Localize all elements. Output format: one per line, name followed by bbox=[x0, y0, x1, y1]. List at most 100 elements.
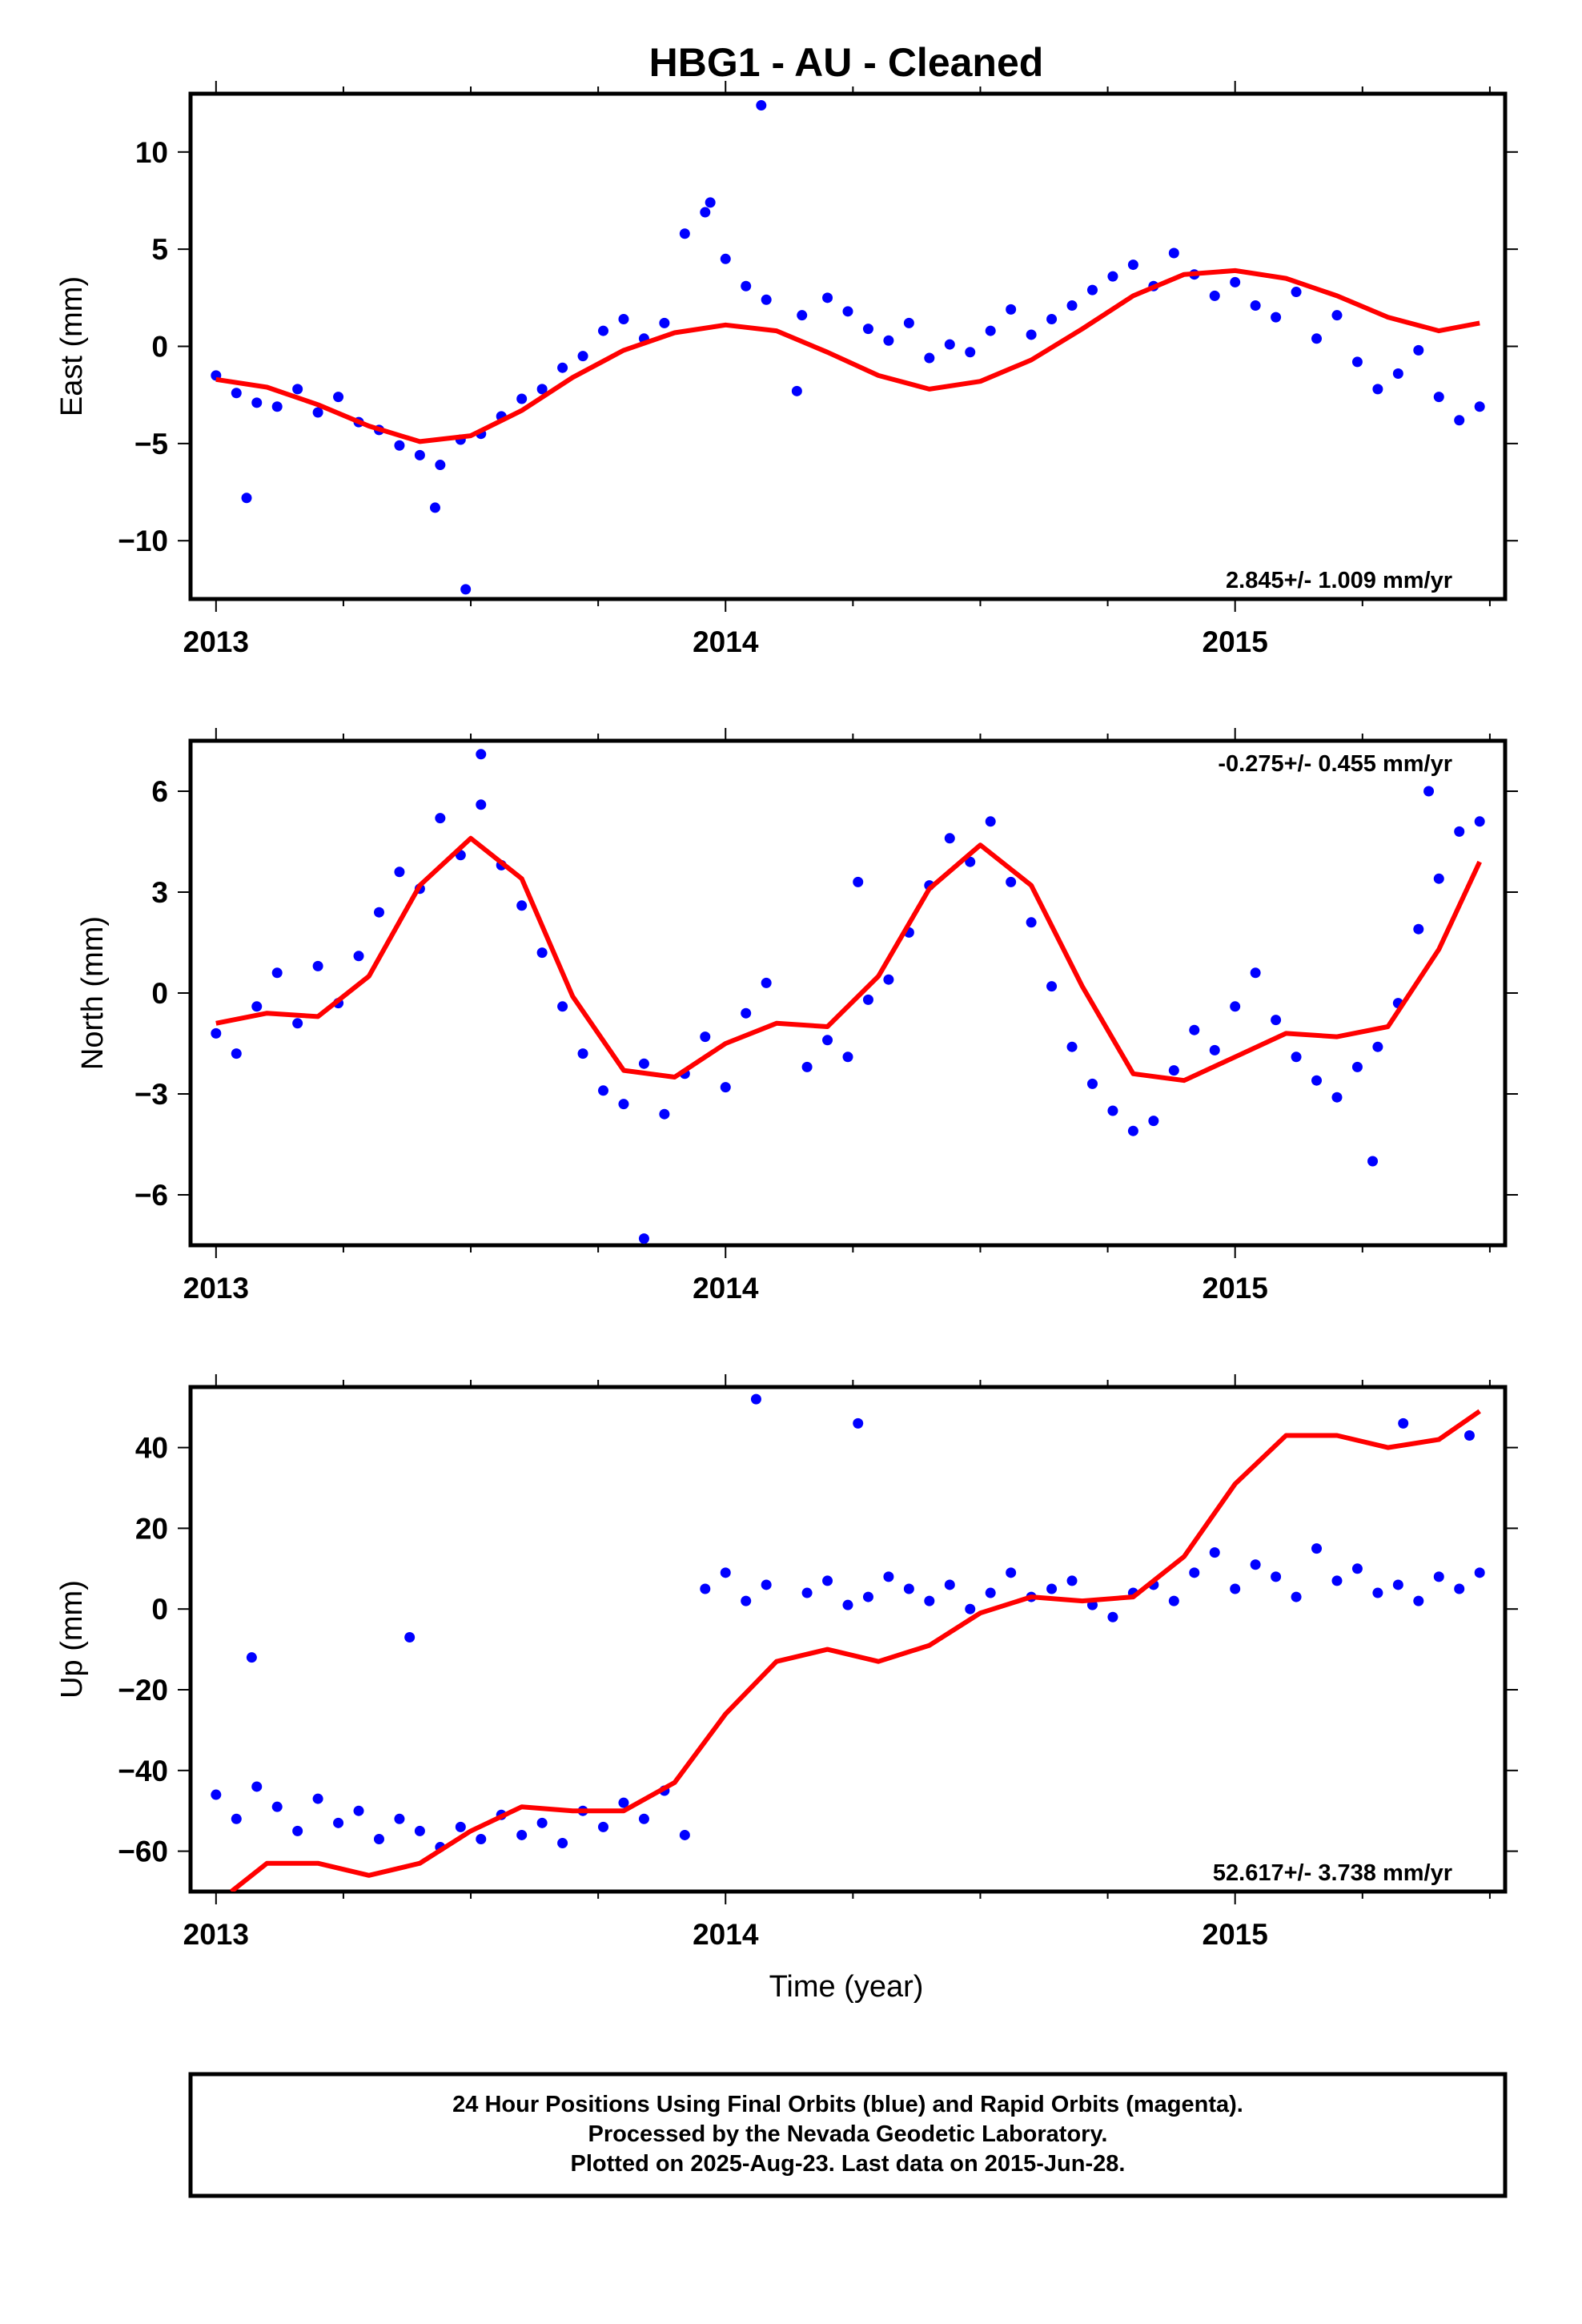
up-y-tick-label: 0 bbox=[151, 1593, 168, 1626]
east-data-point bbox=[761, 294, 772, 305]
up-data-point bbox=[1168, 1595, 1179, 1606]
north-y-axis-label: North (mm) bbox=[76, 916, 110, 1070]
east-data-point bbox=[1433, 392, 1444, 403]
east-data-point bbox=[679, 228, 690, 239]
east-fit-curve bbox=[215, 267, 1480, 444]
east-data-point bbox=[1413, 344, 1424, 356]
north-points bbox=[211, 749, 1485, 1244]
east-data-point bbox=[1291, 287, 1302, 298]
up-data-point bbox=[271, 1801, 283, 1812]
east-data-point bbox=[251, 397, 263, 408]
east-data-point bbox=[557, 362, 568, 373]
north-data-point bbox=[1423, 786, 1435, 797]
north-data-point bbox=[853, 876, 864, 887]
north-x-tick-label: 2013 bbox=[183, 1272, 249, 1305]
up-data-point bbox=[251, 1781, 263, 1792]
north-y-tick-label: 6 bbox=[151, 775, 168, 808]
north-y-tick-label: −3 bbox=[135, 1078, 168, 1111]
up-y-tick-label: −40 bbox=[118, 1755, 168, 1787]
north-data-point bbox=[1209, 1044, 1220, 1055]
east-data-point bbox=[797, 310, 808, 321]
up-data-point bbox=[598, 1821, 609, 1832]
east-data-point bbox=[241, 493, 252, 504]
up-data-point bbox=[822, 1575, 833, 1586]
north-data-point bbox=[822, 1035, 833, 1046]
east-data-point bbox=[1086, 284, 1098, 296]
north-data-point bbox=[1474, 816, 1485, 827]
up-data-point bbox=[312, 1793, 323, 1804]
footer-line-3: Plotted on 2025-Aug-23. Last data on 201… bbox=[571, 2151, 1126, 2177]
east-data-point bbox=[903, 317, 914, 328]
north-data-point bbox=[862, 994, 873, 1005]
up-data-point bbox=[557, 1838, 568, 1849]
east-data-point bbox=[965, 347, 976, 358]
up-data-point bbox=[1271, 1571, 1282, 1582]
east-data-point bbox=[577, 351, 588, 362]
up-data-point bbox=[1209, 1547, 1220, 1558]
up-data-point bbox=[1189, 1567, 1200, 1578]
north-data-point bbox=[292, 1018, 303, 1029]
east-data-point bbox=[883, 335, 894, 346]
up-data-point bbox=[853, 1417, 864, 1429]
up-data-point bbox=[394, 1813, 405, 1824]
east-data-point bbox=[1026, 329, 1037, 340]
up-data-point bbox=[842, 1599, 853, 1610]
up-data-point bbox=[404, 1631, 416, 1642]
up-data-point bbox=[638, 1813, 649, 1824]
up-data-point bbox=[353, 1805, 364, 1816]
up-y-tick-label: 40 bbox=[135, 1432, 168, 1465]
up-data-point bbox=[720, 1567, 731, 1578]
east-y-tick-label: −10 bbox=[118, 525, 168, 557]
north-data-point bbox=[700, 1031, 711, 1043]
north-x-tick-label: 2015 bbox=[1203, 1272, 1268, 1305]
north-y-tick-label: −6 bbox=[135, 1179, 168, 1212]
north-data-point bbox=[476, 749, 487, 760]
footer-line-1: 24 Hour Positions Using Final Orbits (bl… bbox=[452, 2092, 1243, 2117]
up-data-point bbox=[1464, 1429, 1475, 1441]
east-data-point bbox=[1271, 312, 1282, 323]
up-data-point bbox=[1006, 1567, 1017, 1578]
east-data-point bbox=[460, 584, 472, 595]
north-frame bbox=[188, 738, 1508, 1248]
east-data-point bbox=[1046, 314, 1058, 325]
east-data-point bbox=[536, 384, 548, 395]
north-data-point bbox=[476, 799, 487, 810]
north-data-point bbox=[271, 967, 283, 979]
north-data-point bbox=[1086, 1078, 1098, 1089]
east-data-point bbox=[720, 253, 731, 264]
north-data-point bbox=[741, 1007, 752, 1019]
up-data-point bbox=[1372, 1587, 1383, 1598]
up-data-point bbox=[231, 1813, 242, 1824]
up-data-point bbox=[944, 1579, 955, 1590]
up-data-point bbox=[1311, 1543, 1323, 1554]
north-data-point bbox=[1066, 1041, 1078, 1052]
up-data-point bbox=[750, 1393, 761, 1405]
east-data-point bbox=[1392, 368, 1403, 379]
north-data-point bbox=[1006, 876, 1017, 887]
up-data-point bbox=[1454, 1583, 1465, 1594]
north-data-point bbox=[536, 947, 548, 959]
north-data-point bbox=[251, 1001, 263, 1012]
x-axis-label: Time (year) bbox=[769, 1970, 924, 2004]
up-panel: 2013 2014 2015 −60 −40 −20 0 20 40 Up (mm) 52.617+… bbox=[55, 1374, 1518, 1951]
footer-line-2: Processed by the Nevada Geodetic Laborat… bbox=[588, 2121, 1108, 2147]
up-data-point bbox=[292, 1825, 303, 1836]
north-data-point bbox=[720, 1082, 731, 1093]
east-data-point bbox=[842, 306, 853, 317]
north-data-point bbox=[965, 856, 976, 867]
east-y-tick-label: −5 bbox=[135, 428, 168, 460]
east-data-point bbox=[333, 392, 344, 403]
up-data-point bbox=[801, 1587, 813, 1598]
east-data-point bbox=[822, 292, 833, 304]
up-frame bbox=[188, 1385, 1508, 1894]
north-data-point bbox=[883, 974, 894, 985]
east-data-point bbox=[944, 339, 955, 350]
east-data-point bbox=[1209, 290, 1220, 301]
up-data-point bbox=[1351, 1563, 1363, 1574]
up-data-point bbox=[1066, 1575, 1078, 1586]
up-data-point bbox=[476, 1833, 487, 1844]
east-data-point bbox=[1066, 300, 1078, 312]
up-data-point bbox=[1331, 1575, 1343, 1586]
east-x-tick-label: 2013 bbox=[183, 625, 249, 658]
north-data-point bbox=[1046, 981, 1058, 992]
